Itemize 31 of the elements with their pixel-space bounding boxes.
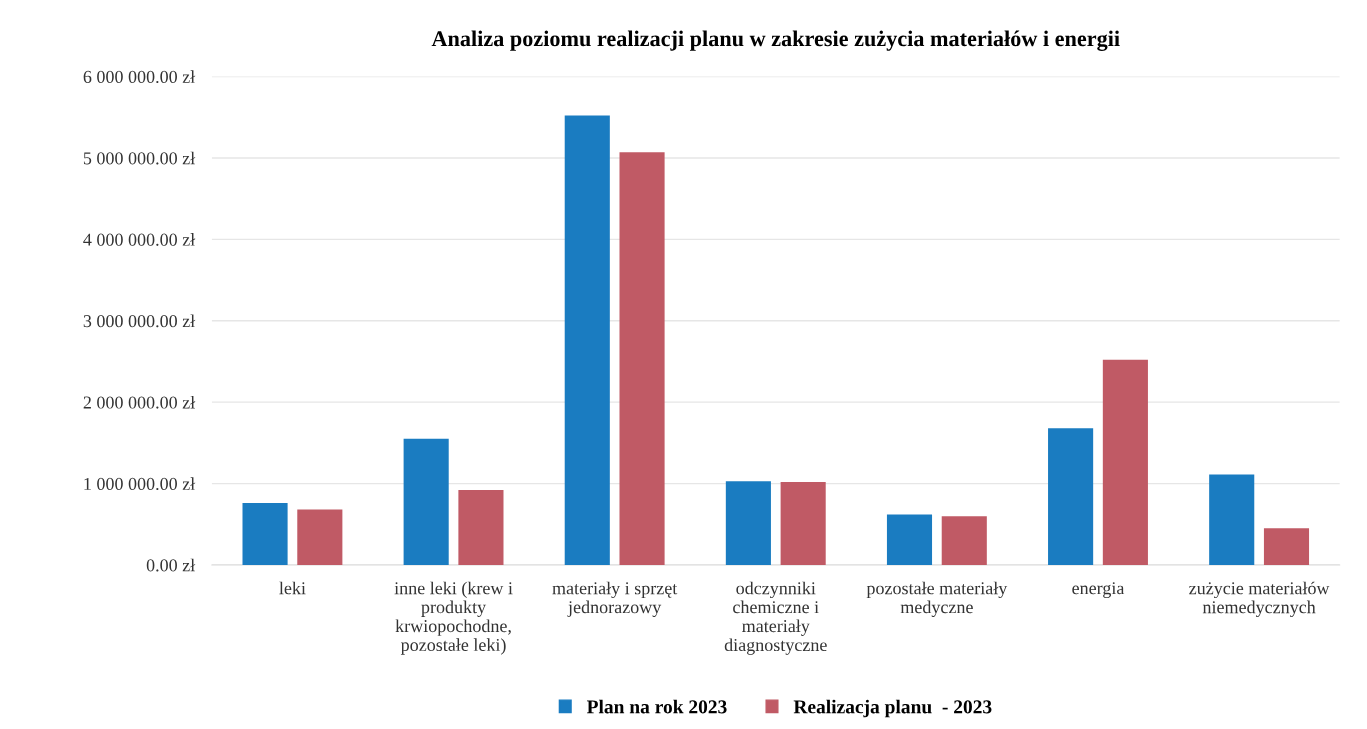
y-tick-label: 6 000 000.00 zł (83, 70, 196, 84)
bar (1209, 474, 1255, 565)
x-tick-label: zużycie materiałów niemedycznych (1189, 581, 1330, 618)
y-tick-label: 4 000 000.00 zł (83, 233, 196, 246)
bar (1048, 428, 1094, 565)
x-tick-label: leki (279, 581, 306, 595)
y-tick-label: 1 000 000.00 zł (84, 477, 196, 491)
x-tick-label: materiały i sprzęt jednorazowy (552, 581, 678, 617)
legend-label: Plan na rok 2023 (586, 699, 727, 714)
legend-label: Realizacja planu - 2023 (793, 699, 992, 718)
bar (564, 115, 610, 565)
bar (619, 152, 665, 565)
chart-title: Analiza poziomu realizacji planu w zakresie zużycia materiałów i energii (431, 30, 1120, 51)
x-tick-label: inne leki (krew i produkty krwiopochodne, pozostałe leki) (394, 581, 513, 655)
bar (297, 509, 343, 565)
bar (941, 516, 987, 565)
bar (403, 438, 449, 565)
bar (1102, 359, 1148, 565)
y-tick-label: 2 000 000.00 zł (83, 395, 196, 409)
bar (242, 503, 288, 565)
y-tick-label: 0.00 zł (146, 558, 196, 572)
bar (780, 481, 826, 565)
bar (1263, 528, 1310, 565)
y-tick-label: 3 000 000.00 zł (83, 314, 196, 328)
x-tick-label: pozostałe materiały medyczne (866, 581, 1008, 617)
x-tick-label: odczynniki chemiczne i materiały diagnostyczne (724, 581, 827, 655)
bar (725, 481, 771, 565)
y-tick-label: 5 000 000.00 zł (83, 151, 196, 165)
bar (458, 490, 504, 565)
x-tick-label: energia (1072, 582, 1125, 599)
bar (886, 514, 933, 565)
